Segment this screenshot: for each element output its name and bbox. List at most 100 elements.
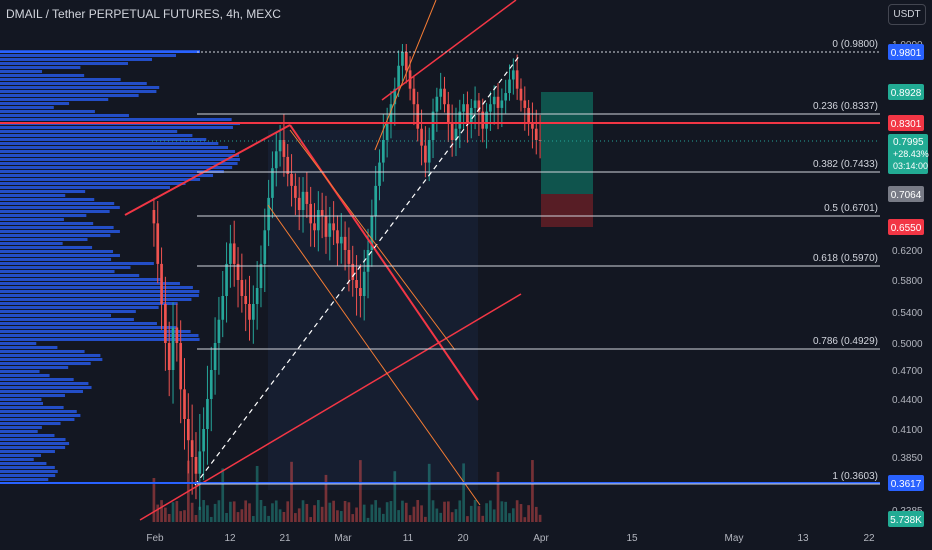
candle-body [351,263,355,280]
volume-bar [320,506,324,522]
volume-bar [504,501,508,522]
candle-body [183,389,186,419]
volume-profile-bar [0,342,37,345]
candle-body [198,451,202,474]
volume-bar [316,500,320,522]
volume-profile-bar [0,190,86,193]
fib-level-label: 0.786 (0.4929) [813,336,878,347]
volume-profile-bar [0,54,176,57]
volume-profile-bar [0,410,77,413]
volume-bar [232,501,236,522]
volume-bar [450,512,454,522]
candle-body [294,185,297,198]
volume-bar [309,517,313,522]
volume-bar [229,501,232,522]
candle-body [232,243,236,264]
price-badge-label: 0.3617 [891,479,922,490]
volume-bar [160,500,163,522]
volume-bar [412,506,416,522]
volume-bar [519,504,523,522]
volume-bar [313,505,316,522]
volume-bar [473,500,477,522]
candle-body [439,88,443,97]
candle-body [309,203,313,224]
volume-profile-bar [0,398,42,401]
volume-bar [416,500,420,522]
volume-profile-bar [0,94,139,97]
volume-profile-bar [0,302,178,305]
y-tick-label: 0.5400 [892,308,923,319]
volume-profile-bar [0,358,103,361]
volume-profile-bar [0,78,121,81]
volume-profile-bar [0,102,70,105]
volume-profile-bar [0,454,41,457]
volume-bar [397,510,400,522]
volume-profile-bar [0,70,43,73]
volume-profile-bar [0,418,75,421]
price-badge-label: 0.8301 [891,119,922,130]
volume-profile-bar [0,274,140,277]
candle-body [393,88,397,105]
volume-profile-bar [0,466,55,469]
volume-profile-bar [0,334,199,337]
candle-body [164,304,167,343]
candle-body [420,128,423,146]
volume-profile-bar [0,174,214,177]
y-tick-label: 0.4400 [892,395,923,406]
volume-bar [477,506,481,522]
candle-body [538,139,542,141]
candle-body [160,263,163,304]
volume-bar [485,503,488,522]
volume-bar [294,513,297,522]
volume-bar [217,500,221,522]
volume-bar [385,502,389,522]
current-price-badge [888,134,928,174]
volume-bar [370,504,374,522]
x-tick-label: 15 [626,533,638,544]
volume-profile-bar [0,354,101,357]
currency-button[interactable]: USDT [888,4,926,25]
volume-profile-bar [0,246,93,249]
price-badge-label: 0.8928 [891,88,922,99]
candle-body [492,96,496,105]
fib-level-label: 0.382 (0.7433) [813,159,878,170]
candle-body [297,197,301,210]
volume-profile-bar [0,306,159,309]
candle-body [339,236,343,244]
candle-body [473,100,477,108]
candle-body [213,343,217,370]
volume-profile-bar [0,234,111,237]
volume-bar [255,465,259,522]
x-tick-label: Mar [334,533,352,544]
volume-profile-bar [0,58,152,61]
volume-bar [167,513,171,522]
candle-body [359,288,362,296]
candle-body [263,230,267,264]
candle-body [378,162,381,186]
volume-profile-bar [0,242,63,245]
volume-profile-bar [0,82,147,85]
volume-bar [278,509,282,522]
volume-bar [194,515,198,522]
candle-body [206,399,209,429]
volume-profile-bar [0,346,58,349]
trend-line [289,124,479,401]
candle-body [523,100,527,108]
target-zone [541,92,593,194]
candle-body [332,223,335,231]
candle-body [305,191,309,204]
volume-bar [209,516,213,522]
candle-body [401,52,404,66]
candle-body [458,111,462,129]
volume-profile-bar [0,202,115,205]
candle-body [416,104,420,129]
candle-body [328,223,332,237]
volume-profile-bar [0,270,115,273]
candle-body [271,168,274,198]
volume-bar [305,503,309,522]
volume-bar [328,502,332,522]
price-badge-label: 0.7064 [891,190,922,201]
volume-bar [336,510,339,522]
volume-profile-bar [0,214,87,217]
